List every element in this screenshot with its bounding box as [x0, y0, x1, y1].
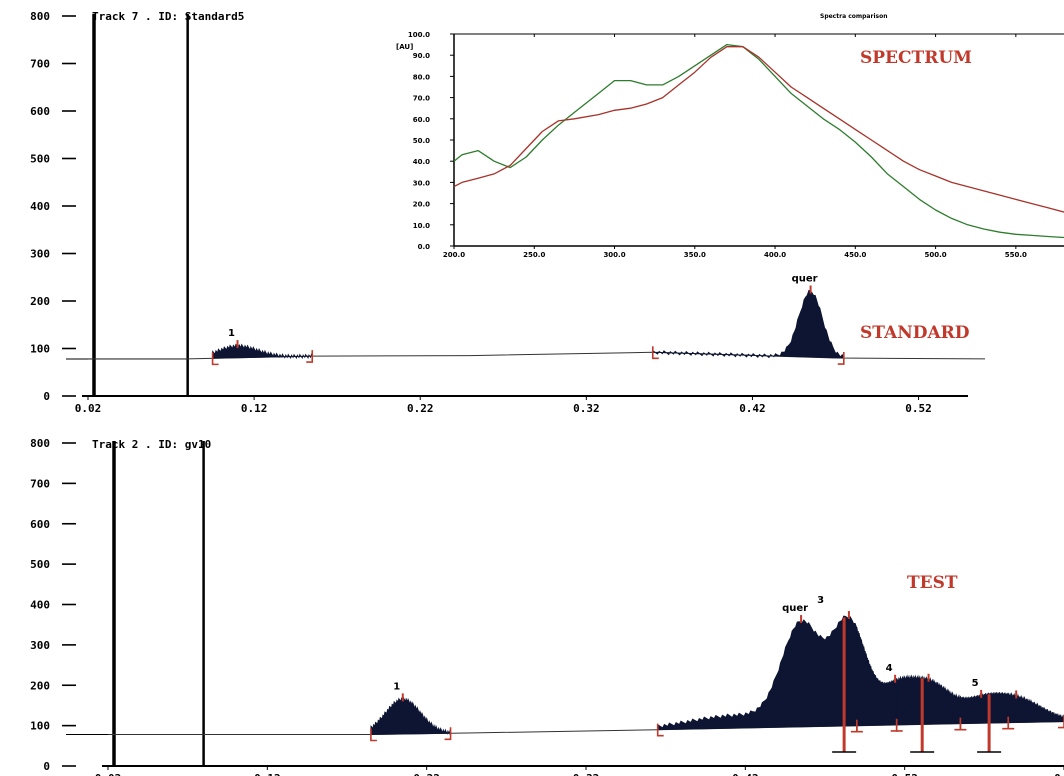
x-tick-label: 0.52	[891, 772, 918, 776]
x-tick-label: 0.22	[407, 402, 434, 415]
inset-y-tick-label: 40.0	[413, 158, 430, 166]
y-tick-label: 700	[30, 477, 50, 490]
y-tick-label: 200	[30, 679, 50, 692]
y-tick-label: 700	[30, 58, 50, 71]
x-tick-label: 0.42	[739, 402, 766, 415]
peak-number-label: 3	[817, 595, 824, 606]
standard-track-label: Track 7 . ID: Standard5	[92, 10, 244, 23]
inset-y-tick-label: 0.0	[418, 243, 431, 251]
inset-y-tick-label: 30.0	[413, 179, 430, 187]
y-tick-label: 500	[30, 153, 50, 166]
x-tick-label: 0.12	[254, 772, 281, 776]
x-tick-label: 0.32	[573, 772, 600, 776]
peak-label: 4	[886, 663, 893, 674]
y-tick-label: 500	[30, 558, 50, 571]
x-tick-label: 0.22	[413, 772, 440, 776]
test-densitogram: Track 2 . ID: gv10 0 100 200 300 400 500 600 70…	[30, 437, 1064, 776]
inset-ylabel: [AU]	[396, 43, 413, 51]
peak-label: 1	[393, 681, 400, 692]
peak-label: quer	[782, 603, 808, 614]
inset-x-tick-label: 300.0	[603, 251, 625, 259]
inset-background	[382, 26, 1064, 264]
y-tick-label: 0	[43, 760, 50, 773]
test-track-label: Track 2 . ID: gv10	[92, 438, 211, 451]
inset-y-tick-label: 10.0	[413, 222, 430, 230]
inset-y-tick-label: 20.0	[413, 201, 430, 209]
spectrum-red-line	[453, 46, 1064, 213]
x-tick-label: 0.02	[75, 402, 102, 415]
integrated-peak-area	[212, 343, 313, 360]
inset-title: Spectra comparison	[820, 13, 887, 20]
y-tick-label: 800	[30, 437, 50, 450]
spectrum-label: SPECTRUM	[860, 48, 972, 68]
region-start-bracket	[656, 723, 664, 737]
test-label: TEST	[907, 573, 958, 593]
integrated-peak-area	[652, 289, 845, 359]
region-start-bracket	[895, 718, 903, 732]
region-end-bracket	[306, 350, 314, 363]
x-tick-label: 0.5	[1054, 772, 1064, 776]
inset-y-tick-label: 60.0	[413, 116, 430, 124]
y-tick-label: 200	[30, 295, 50, 308]
inset-y-tick-label: 100.0	[408, 31, 430, 39]
x-tick-label: 0.52	[905, 402, 932, 415]
y-tick-label: 600	[30, 518, 50, 531]
region-end-bracket	[837, 352, 845, 365]
y-tick-label: 600	[30, 105, 50, 118]
inset-y-tick-label: 90.0	[413, 52, 430, 60]
inset-x-tick-label: 400.0	[764, 251, 786, 259]
y-tick-label: 300	[30, 248, 50, 261]
region-start-bracket	[370, 728, 377, 742]
integrated-peak-area	[1007, 691, 1064, 724]
y-tick-label: 400	[30, 599, 50, 612]
integrated-peak-area	[896, 674, 961, 726]
y-tick-label: 100	[30, 720, 50, 733]
standard-densitogram: Track 7 . ID: Standard5 0 100 200 300 400 500…	[30, 10, 986, 415]
y-tick-label: 800	[30, 10, 50, 23]
region-start-bracket	[856, 719, 863, 733]
y-tick-label: 400	[30, 200, 50, 213]
region-end-bracket	[1058, 715, 1064, 729]
region-start-bracket	[1007, 716, 1015, 730]
standard-label: STANDARD	[860, 323, 970, 343]
integrated-peak-area	[370, 696, 451, 735]
integrated-peak-area	[960, 691, 1009, 725]
spectrum-green-line	[453, 43, 1064, 239]
peak-label: 5	[972, 678, 979, 689]
y-tick-label: 0	[43, 390, 50, 403]
inset-x-tick-label: 450.0	[844, 251, 866, 259]
x-tick-label: 0.42	[732, 772, 759, 776]
x-tick-label: 0.32	[573, 402, 600, 415]
region-start-bracket	[651, 346, 659, 360]
integrated-peak-area	[856, 627, 898, 727]
inset-x-tick-label: 550.0	[1005, 251, 1027, 259]
region-start-bracket	[211, 352, 219, 366]
region-end-bracket	[444, 727, 452, 741]
y-tick-label: 100	[30, 343, 50, 356]
inset-x-tick-label: 350.0	[684, 251, 706, 259]
peak-label: quer	[792, 274, 818, 285]
inset-x-tick-label: 200.0	[443, 251, 465, 259]
x-tick-label: 0.02	[95, 772, 122, 776]
x-tick-label: 0.12	[241, 402, 268, 415]
peak-label: 1	[228, 328, 235, 339]
integrated-peak-area	[657, 615, 858, 731]
inset-y-tick-label: 70.0	[413, 95, 430, 103]
inset-x-tick-label: 500.0	[925, 251, 947, 259]
y-tick-label: 300	[30, 639, 50, 652]
region-start-bracket	[959, 717, 967, 731]
inset-y-tick-label: 50.0	[413, 137, 430, 145]
spectra-comparison-inset: Spectra comparison [AU] 0.0 10.0 20.0 30.0 4…	[382, 13, 1064, 264]
inset-x-tick-label: 250.0	[523, 251, 545, 259]
inset-y-tick-label: 80.0	[413, 73, 430, 81]
